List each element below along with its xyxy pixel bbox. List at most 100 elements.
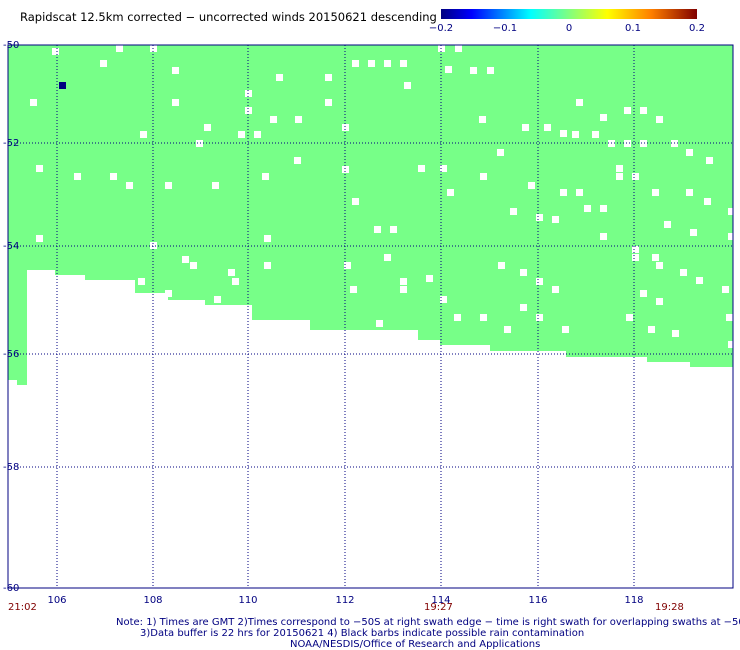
- flag-cell: [652, 189, 659, 196]
- lon-label: 106: [47, 595, 66, 606]
- flag-cell: [624, 140, 631, 147]
- flag-cell: [440, 165, 447, 172]
- flag-cell: [520, 304, 527, 311]
- flag-cell: [648, 326, 655, 333]
- flag-cell: [404, 82, 411, 89]
- colorbar-tick: −0.1: [493, 23, 517, 34]
- flag-cell: [624, 107, 631, 114]
- flag-cell: [584, 205, 591, 212]
- flag-cell: [592, 131, 599, 138]
- longitude-labels: 106 108 110 112 114 116 118: [47, 595, 643, 606]
- lon-label: 110: [238, 595, 257, 606]
- flag-cell: [510, 208, 517, 215]
- footer-notes: Note: 1) Times are GMT 2)Times correspon…: [116, 617, 740, 650]
- flag-cell: [116, 45, 123, 52]
- flag-cell: [640, 140, 647, 147]
- flag-cell: [384, 60, 391, 67]
- flag-cell: [672, 330, 679, 337]
- flag-cell: [74, 173, 81, 180]
- lat-label: -50: [3, 40, 19, 51]
- flag-cell: [390, 226, 397, 233]
- lat-label: -54: [3, 241, 19, 252]
- flag-cell: [576, 189, 583, 196]
- wind-swath: [8, 45, 733, 385]
- flag-cell: [600, 114, 607, 121]
- flag-cell: [245, 107, 252, 114]
- flag-cell: [686, 149, 693, 156]
- colorbar-tick: 0.2: [689, 23, 705, 34]
- flag-cell: [640, 290, 647, 297]
- lon-label: 116: [528, 595, 547, 606]
- lon-label: 118: [624, 595, 643, 606]
- flag-cell: [36, 235, 43, 242]
- flag-cell: [728, 341, 735, 348]
- flag-cell: [690, 229, 697, 236]
- flag-cell: [528, 182, 535, 189]
- flag-cell: [632, 246, 639, 253]
- flag-cell: [190, 262, 197, 269]
- flag-cell: [576, 99, 583, 106]
- flag-cell: [454, 314, 461, 321]
- flag-cell: [376, 320, 383, 327]
- plot-title: Rapidscat 12.5km corrected − uncorrected…: [20, 10, 437, 24]
- flag-cell: [418, 165, 425, 172]
- latitude-labels: -50 -52 -54 -56 -58 -60: [3, 40, 19, 594]
- colorbar-tick: 0.1: [625, 23, 641, 34]
- flag-cell: [264, 262, 271, 269]
- flag-cell: [487, 67, 494, 74]
- flag-cell: [728, 208, 735, 215]
- flag-cell: [182, 256, 189, 263]
- flag-cell: [165, 182, 172, 189]
- flag-cell: [400, 60, 407, 67]
- lat-label: -52: [3, 138, 19, 149]
- colorbar-gradient: [441, 9, 697, 19]
- flag-cell: [536, 214, 543, 221]
- flag-cell: [262, 173, 269, 180]
- flag-cell: [342, 124, 349, 131]
- flag-cell: [238, 131, 245, 138]
- flag-cell: [172, 67, 179, 74]
- flag-cell: [204, 124, 211, 131]
- flag-cell: [172, 99, 179, 106]
- flag-cell: [656, 116, 663, 123]
- flag-cell: [352, 198, 359, 205]
- flag-cell: [552, 286, 559, 293]
- lat-label: -58: [3, 462, 19, 473]
- time-label: 19:28: [655, 602, 684, 613]
- flag-cell: [704, 198, 711, 205]
- lon-label: 108: [143, 595, 162, 606]
- flag-cell: [504, 326, 511, 333]
- flag-cell: [728, 233, 735, 240]
- map-grid: [8, 45, 733, 588]
- flag-cell: [374, 226, 381, 233]
- lat-label: -56: [3, 349, 19, 360]
- flag-cell: [344, 262, 351, 269]
- flag-cell: [30, 99, 37, 106]
- flag-cell: [726, 314, 733, 321]
- flag-cell: [664, 221, 671, 228]
- flag-cell: [560, 130, 567, 137]
- flag-cell: [470, 67, 477, 74]
- pass-times: 21:02 19:27 19:28: [8, 602, 684, 613]
- flag-cell: [295, 116, 302, 123]
- colorbar-tick: 0: [566, 23, 572, 34]
- flag-cell: [656, 298, 663, 305]
- flag-cell: [270, 116, 277, 123]
- flag-cell: [480, 314, 487, 321]
- lat-label: -60: [3, 583, 19, 594]
- lon-label: 112: [335, 595, 354, 606]
- flag-cell: [640, 107, 647, 114]
- flag-cell: [196, 140, 203, 147]
- flag-cell: [110, 173, 117, 180]
- flag-cell: [520, 269, 527, 276]
- flag-cell: [696, 277, 703, 284]
- flag-cell: [100, 60, 107, 67]
- flag-cell: [140, 131, 147, 138]
- lon-label: 114: [431, 595, 450, 606]
- colorbar: −0.2 −0.1 0 0.1 0.2: [429, 9, 705, 34]
- data-cell-negative: [59, 82, 66, 89]
- flag-cell: [384, 254, 391, 261]
- flag-cell: [352, 60, 359, 67]
- flag-cell: [138, 278, 145, 285]
